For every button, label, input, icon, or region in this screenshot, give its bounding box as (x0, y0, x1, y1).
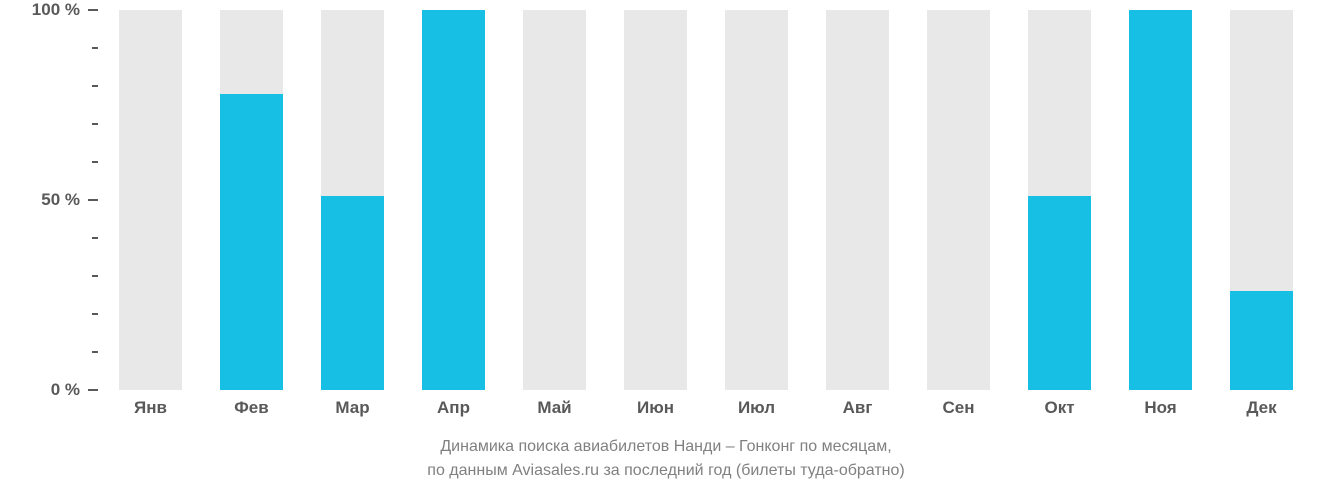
bar-chart: 0 % 50 % 100 % ЯнвФевМарАпрМайИюнИюлАвгСен… (0, 0, 1332, 502)
y-axis-major-tick (88, 199, 98, 201)
bar-slot (826, 10, 889, 390)
y-axis-label: 0 % (0, 380, 80, 400)
x-axis-label: Май (504, 398, 605, 418)
y-axis-minor-tick (92, 351, 98, 353)
bar-slot (1129, 10, 1192, 390)
bar-slot (422, 10, 485, 390)
bar-slot (220, 10, 283, 390)
bar-background (826, 10, 889, 390)
bar-value (1129, 10, 1192, 390)
caption-line-2: по данным Aviasales.ru за последний год … (0, 462, 1332, 480)
bar-value (422, 10, 485, 390)
x-axis-label: Апр (403, 398, 504, 418)
y-axis-label: 50 % (0, 190, 80, 210)
bar-background (119, 10, 182, 390)
y-axis-minor-tick (92, 237, 98, 239)
bar-slot (523, 10, 586, 390)
bar-slot (119, 10, 182, 390)
x-axis-label: Ноя (1110, 398, 1211, 418)
plot-area (100, 10, 1312, 390)
y-axis-major-tick (88, 9, 98, 11)
bar-slot (321, 10, 384, 390)
x-axis-label: Июл (706, 398, 807, 418)
x-axis-label: Июн (605, 398, 706, 418)
x-axis-label: Дек (1211, 398, 1312, 418)
bar-value (1230, 291, 1293, 390)
bar-slot (1230, 10, 1293, 390)
y-axis-label: 100 % (0, 0, 80, 20)
bar-slot (927, 10, 990, 390)
caption-line-1: Динамика поиска авиабилетов Нанди – Гонк… (0, 438, 1332, 456)
y-axis-minor-tick (92, 85, 98, 87)
bar-background (927, 10, 990, 390)
bar-slot (1028, 10, 1091, 390)
x-axis-label: Авг (807, 398, 908, 418)
bar-slot (624, 10, 687, 390)
y-axis-minor-tick (92, 275, 98, 277)
bar-slot (725, 10, 788, 390)
x-axis-label: Янв (100, 398, 201, 418)
y-axis-minor-tick (92, 47, 98, 49)
bar-background (624, 10, 687, 390)
y-axis-minor-tick (92, 161, 98, 163)
x-axis-label: Сен (908, 398, 1009, 418)
x-axis-label: Окт (1009, 398, 1110, 418)
x-axis-label: Фев (201, 398, 302, 418)
bar-value (321, 196, 384, 390)
y-axis-minor-tick (92, 313, 98, 315)
bar-background (523, 10, 586, 390)
x-axis-label: Мар (302, 398, 403, 418)
y-axis-minor-tick (92, 123, 98, 125)
bar-value (220, 94, 283, 390)
bar-value (1028, 196, 1091, 390)
bar-background (725, 10, 788, 390)
y-axis-major-tick (88, 389, 98, 391)
